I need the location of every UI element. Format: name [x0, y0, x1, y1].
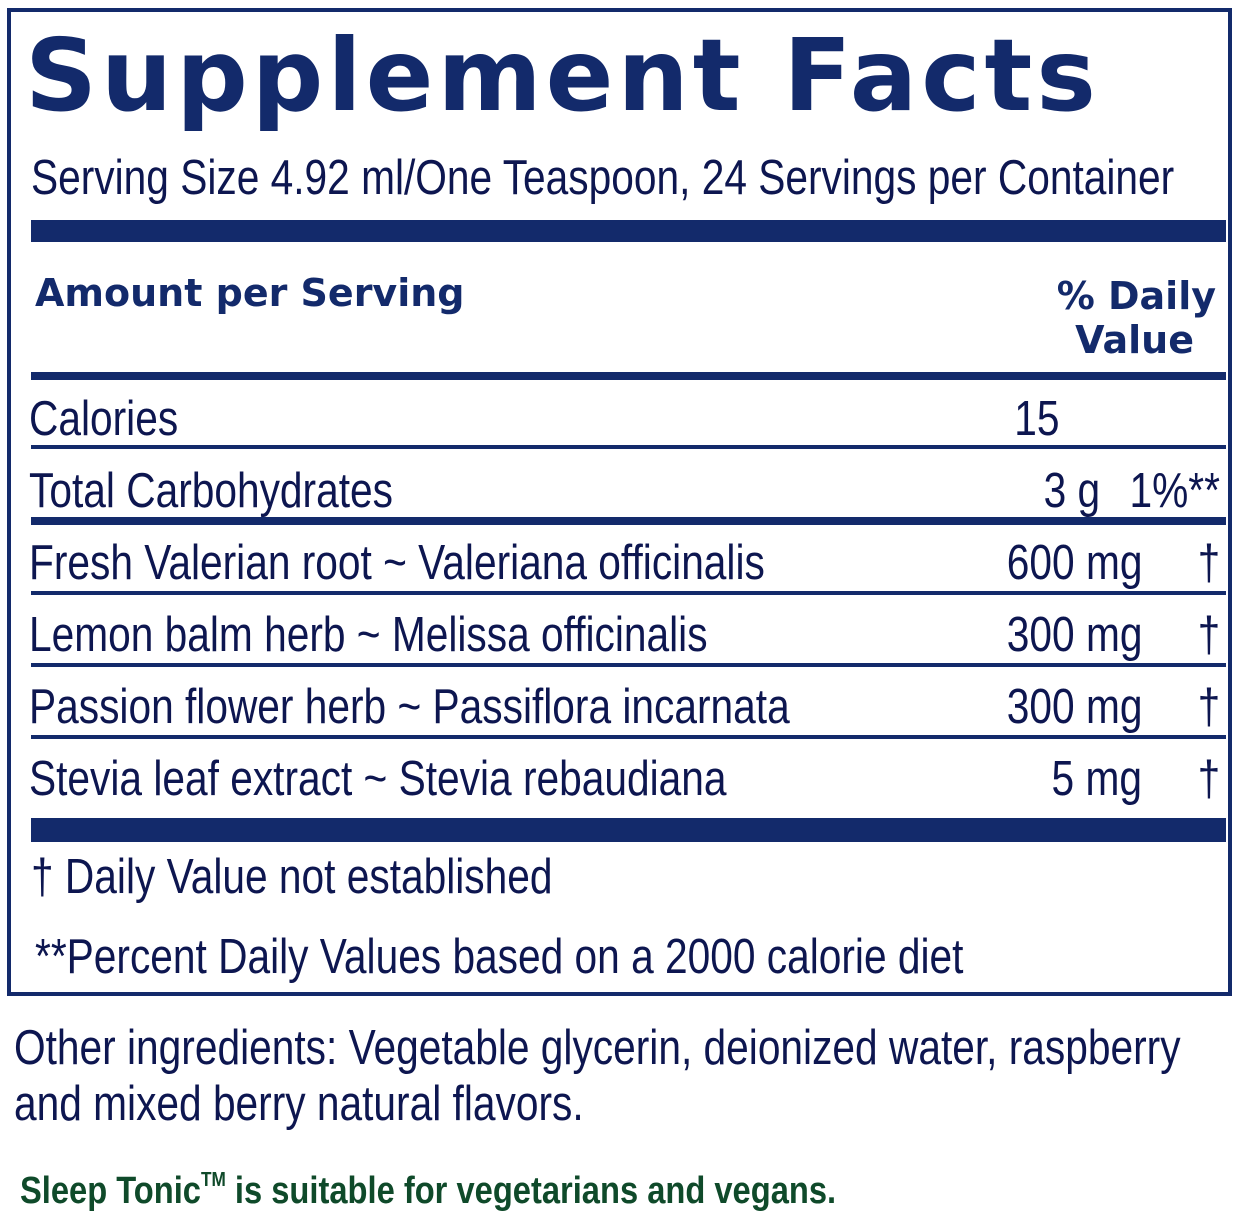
row-lemon-balm-dv: † [1197, 608, 1220, 662]
daily-value-header-line1: % Daily [1056, 274, 1216, 318]
panel-title: Supplement Facts [25, 17, 1100, 134]
row-lemon-balm-name: Lemon balm herb ~ Melissa officinalis [29, 608, 708, 662]
row-valerian-amount: 600 mg [1006, 536, 1142, 590]
supplement-facts-panel: Supplement Facts Serving Size 4.92 ml/On… [7, 8, 1232, 996]
row-stevia-dv: † [1197, 752, 1220, 806]
row-passion-flower-name: Passion flower herb ~ Passiflora incarna… [29, 680, 790, 734]
serving-size: Serving Size 4.92 ml/One Teaspoon, 24 Se… [31, 151, 1175, 205]
thick-row-divider [31, 517, 1226, 525]
row-divider [31, 591, 1226, 595]
other-ingredients: Other ingredients: Vegetable glycerin, d… [14, 1021, 1181, 1132]
trademark: TM [200, 1169, 226, 1191]
vegan-note-text: is suitable for vegetarians and vegans. [225, 1170, 837, 1212]
header-divider [31, 372, 1226, 380]
row-carbs-dv: 1%** [1129, 464, 1220, 518]
row-divider [31, 735, 1226, 739]
daily-value-header-line2: Value [1075, 318, 1194, 363]
row-divider [31, 445, 1226, 449]
amount-per-serving-header: Amount per Serving [35, 271, 465, 315]
vegan-note: Sleep TonicTM is suitable for vegetarian… [20, 1169, 837, 1212]
row-carbs-amount: 3 g [1043, 464, 1100, 518]
row-lemon-balm-amount: 300 mg [1006, 608, 1142, 662]
thick-divider [31, 818, 1226, 842]
thick-divider [31, 220, 1226, 242]
row-divider [31, 663, 1226, 667]
row-stevia-amount: 5 mg [1051, 752, 1142, 806]
row-valerian-name: Fresh Valerian root ~ Valeriana officina… [29, 536, 765, 590]
row-passion-flower-dv: † [1197, 680, 1220, 734]
row-calories-amount: 15 [1014, 392, 1060, 446]
product-name: Sleep Tonic [20, 1170, 201, 1212]
footnote-percent: **Percent Daily Values based on a 2000 c… [35, 930, 964, 984]
daily-value-header: % Daily Value [1057, 274, 1216, 362]
row-valerian-dv: † [1197, 536, 1220, 590]
row-passion-flower-amount: 300 mg [1006, 680, 1142, 734]
row-calories-name: Calories [29, 392, 179, 446]
row-carbs-name: Total Carbohydrates [29, 464, 393, 518]
footnote-dagger: † Daily Value not established [31, 850, 553, 904]
row-stevia-name: Stevia leaf extract ~ Stevia rebaudiana [29, 752, 727, 806]
